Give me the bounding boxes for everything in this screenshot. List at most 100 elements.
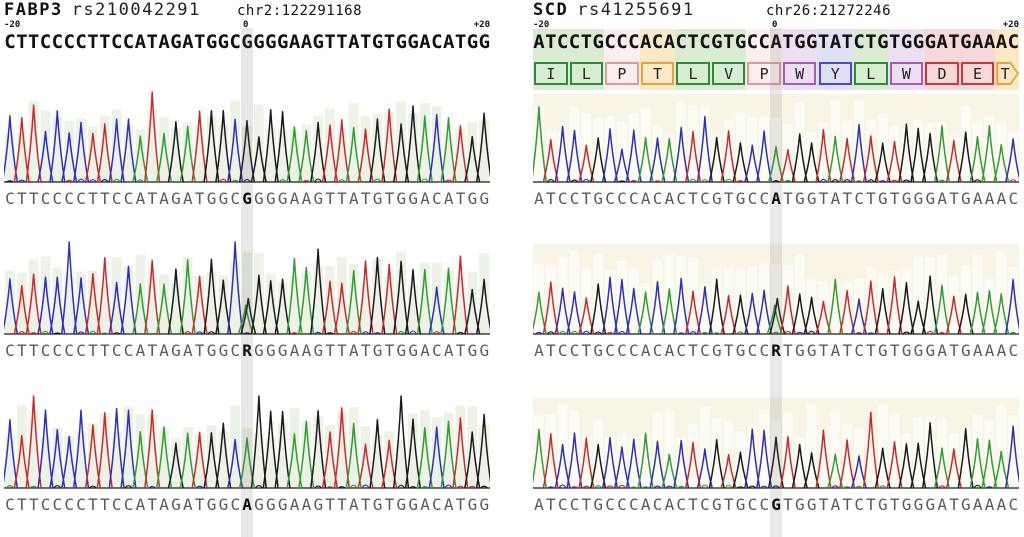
called-base: G <box>878 495 888 514</box>
trace-peak <box>452 125 469 183</box>
called-base: T <box>194 341 205 360</box>
reference-base: G <box>170 31 182 53</box>
called-base: A <box>301 341 312 360</box>
quality-bar <box>265 273 276 334</box>
trace-peak <box>167 442 184 489</box>
reference-base: T <box>27 31 40 53</box>
quality-bar <box>384 277 395 334</box>
quality-bar <box>467 122 478 182</box>
quality-bar <box>569 410 580 488</box>
quality-bar <box>16 272 27 334</box>
quality-bar <box>242 252 252 334</box>
reference-base: A <box>443 31 455 53</box>
quality-bar <box>664 134 675 182</box>
trace-peak <box>601 128 619 183</box>
called-base: T <box>949 495 959 514</box>
noise-bump <box>594 485 603 489</box>
trace-peak <box>286 126 303 183</box>
called-base: G <box>266 495 276 514</box>
trace-peak <box>428 426 445 489</box>
quality-bar <box>759 117 770 182</box>
quality-bar <box>159 116 169 182</box>
quality-bar <box>230 261 241 334</box>
called-base: T <box>360 495 371 514</box>
called-base: T <box>889 495 900 514</box>
trace-peak <box>333 119 350 183</box>
trace-peak <box>590 443 607 489</box>
quality-bar <box>76 118 86 182</box>
called-base: T <box>28 341 39 360</box>
noise-bump <box>1009 179 1018 183</box>
called-base: T <box>723 341 734 360</box>
called-base: A <box>289 189 300 208</box>
trace-peak <box>357 443 374 489</box>
trace-peak <box>108 281 125 335</box>
trace-peak <box>298 420 315 489</box>
amino-acid-label: T <box>998 64 1017 83</box>
called-base: T <box>455 189 466 208</box>
quality-bar <box>913 417 924 488</box>
quality-bar <box>348 263 359 334</box>
called-base: G <box>206 189 217 208</box>
noise-bump <box>254 485 263 489</box>
noise-bump <box>582 330 591 335</box>
noise-bump <box>938 332 946 335</box>
trace-peak <box>886 440 903 489</box>
trace-peak <box>590 137 607 183</box>
called-base: T <box>360 189 371 208</box>
trace-peak <box>321 431 339 489</box>
noise-bump <box>432 331 441 335</box>
quality-bar <box>289 129 300 182</box>
called-base: T <box>783 341 793 360</box>
called-base: C <box>40 341 51 360</box>
reference-base: C <box>758 31 770 53</box>
variant-rsid: rs41255691 <box>577 0 695 20</box>
noise-bump <box>867 332 875 335</box>
noise-bump <box>772 331 780 335</box>
called-base: C <box>747 341 758 360</box>
trace-peak <box>732 451 749 489</box>
trace-peak <box>981 124 998 183</box>
noise-bump <box>546 331 555 335</box>
quality-bar <box>396 251 407 334</box>
quality-bar <box>479 425 489 488</box>
called-base: C <box>628 495 639 514</box>
trace-peak <box>981 439 998 489</box>
trace-peak <box>791 443 808 489</box>
called-base: T <box>337 189 347 208</box>
quality-bar <box>925 416 936 488</box>
called-base: A <box>135 341 146 360</box>
quality-bar <box>360 426 371 488</box>
trace-peak <box>969 291 986 335</box>
called-base: T <box>99 495 110 514</box>
called-base: A <box>984 341 995 360</box>
noise-bump <box>973 484 982 489</box>
called-base: G <box>913 341 924 360</box>
noise-bump <box>772 485 780 489</box>
called-base: T <box>581 495 592 514</box>
called-base: C <box>676 495 687 514</box>
trace-peak <box>61 435 78 489</box>
trace-peak <box>96 123 113 183</box>
trace-peak <box>404 105 422 183</box>
reference-base: C <box>675 31 687 53</box>
quality-bar <box>479 120 489 182</box>
called-base: G <box>961 341 971 360</box>
quality-bar <box>688 105 698 182</box>
called-base: C <box>230 495 241 514</box>
quality-bar <box>313 265 324 334</box>
trace-peak <box>625 129 642 183</box>
trace-peak <box>732 294 749 335</box>
quality-bar <box>676 256 687 334</box>
trace-peak <box>49 276 66 335</box>
trace-peak <box>756 289 773 335</box>
quality-bar <box>111 109 122 182</box>
trace-peak <box>886 276 903 335</box>
reference-base: C <box>51 31 64 53</box>
trace-peak <box>321 124 339 183</box>
quality-bar <box>171 127 181 182</box>
called-base: C <box>676 189 687 208</box>
trace-peak <box>61 132 78 183</box>
noise-bump <box>456 331 465 335</box>
called-base: C <box>432 189 442 208</box>
